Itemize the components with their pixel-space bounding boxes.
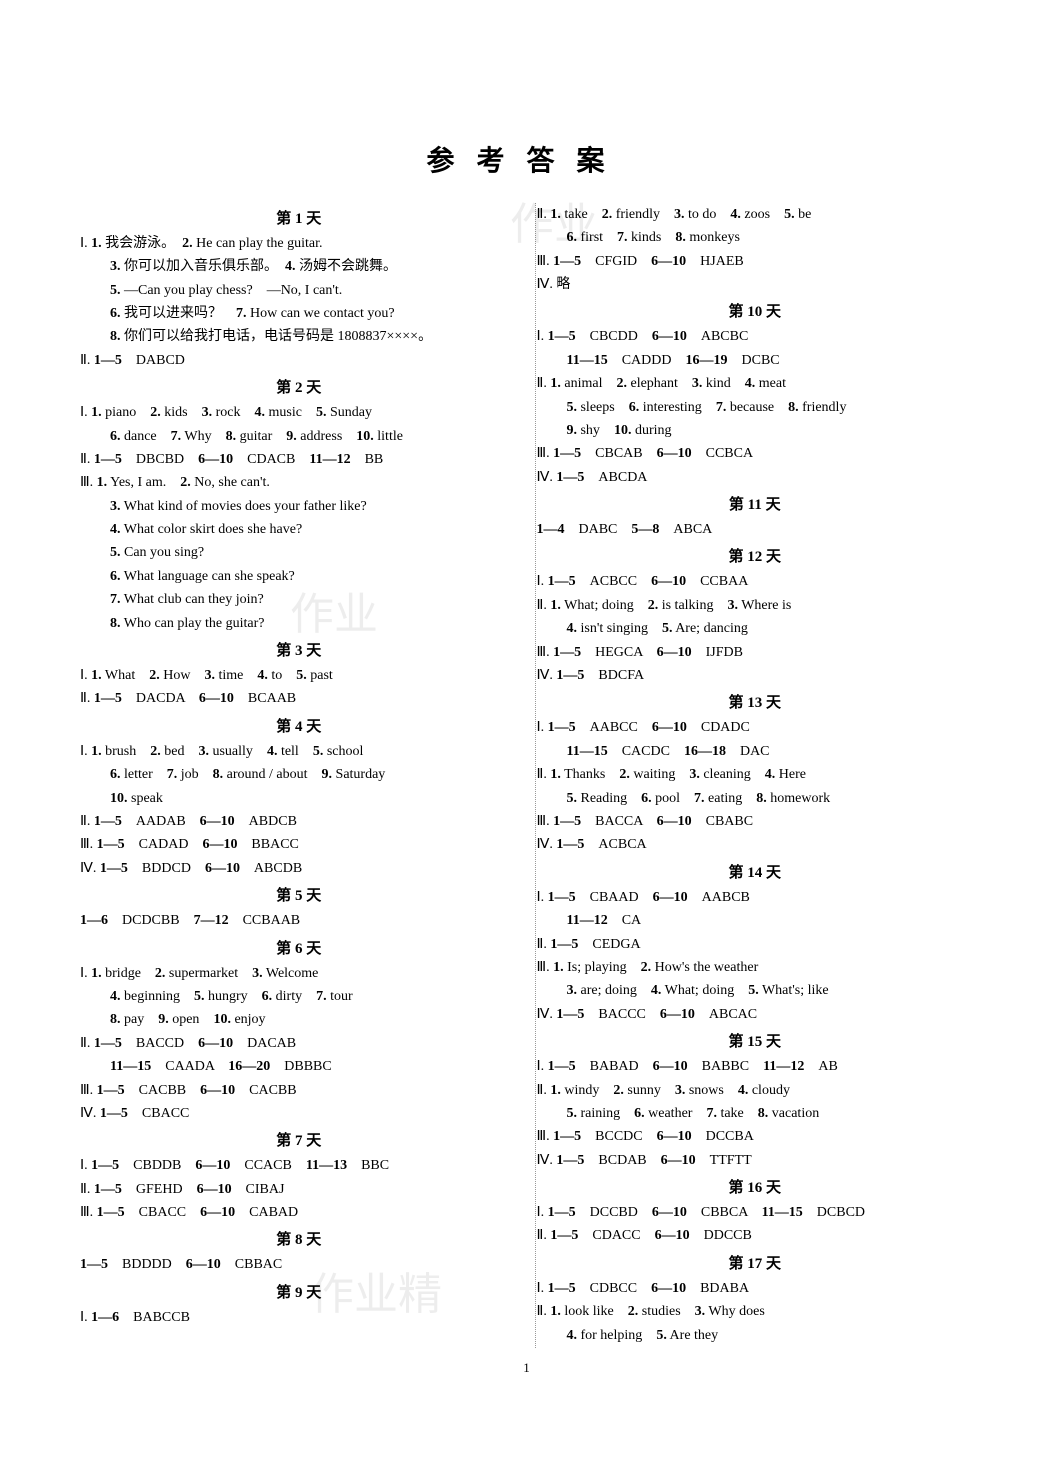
answer-line: Ⅱ. 1—5 CEDGA: [536, 934, 973, 956]
answer-line: 5. Can you sing?: [80, 542, 517, 564]
answer-line: Ⅲ. 1—5 BCCDC 6—10 DCCBA: [536, 1126, 973, 1148]
answer-line: 10. speak: [80, 788, 517, 810]
answer-line: 11—15 CADDD 16—19 DCBC: [536, 350, 973, 372]
answer-line: 8. pay 9. open 10. enjoy: [80, 1009, 517, 1031]
answer-line: Ⅲ. 1—5 BACCA 6—10 CBABC: [536, 811, 973, 833]
answer-line: 7. What club can they join?: [80, 589, 517, 611]
answer-line: Ⅳ. 1—5 CBACC: [80, 1103, 517, 1125]
answer-line: Ⅰ. 1—5 CBDDB 6—10 CCACB 11—13 BBC: [80, 1155, 517, 1177]
day-heading: 第 6 天: [80, 937, 517, 961]
answer-line: 3. 你可以加入音乐俱乐部。 4. 汤姆不会跳舞。: [80, 256, 517, 278]
answer-line: Ⅰ. 1. brush 2. bed 3. usually 4. tell 5.…: [80, 741, 517, 763]
answer-line: 6. first 7. kinds 8. monkeys: [536, 227, 973, 249]
answer-line: Ⅱ. 1. take 2. friendly 3. to do 4. zoos …: [536, 204, 973, 226]
answer-line: 4. isn't singing 5. Are; dancing: [536, 618, 973, 640]
answer-line: Ⅱ. 1. animal 2. elephant 3. kind 4. meat: [536, 373, 973, 395]
answer-line: Ⅰ. 1—5 DCCBD 6—10 CBBCA 11—15 DCBCD: [536, 1202, 973, 1224]
content-columns: 第 1 天Ⅰ. 1. 我会游泳。 2. He can play the guit…: [80, 203, 973, 1348]
answer-line: 6. What language can she speak?: [80, 566, 517, 588]
answer-line: 6. 我可以进来吗？ 7. How can we contact you?: [80, 303, 517, 325]
answer-line: Ⅲ. 1. Is; playing 2. How's the weather: [536, 957, 973, 979]
answer-line: Ⅱ. 1. look like 2. studies 3. Why does: [536, 1301, 973, 1323]
answer-line: 4. for helping 5. Are they: [536, 1325, 973, 1347]
answer-line: Ⅳ. 1—5 BACCC 6—10 ABCAC: [536, 1004, 973, 1026]
answer-line: 8. 你们可以给我打电话，电话号码是 1808837××××。: [80, 326, 517, 348]
answer-line: Ⅲ. 1—5 CBACC 6—10 CABAD: [80, 1202, 517, 1224]
left-column: 第 1 天Ⅰ. 1. 我会游泳。 2. He can play the guit…: [80, 203, 517, 1348]
page-number: 1: [80, 1358, 973, 1379]
day-heading: 第 14 天: [536, 861, 973, 885]
answer-line: Ⅰ. 1. 我会游泳。 2. He can play the guitar.: [80, 233, 517, 255]
day-heading: 第 10 天: [536, 300, 973, 324]
answer-line: Ⅲ. 1—5 HEGCA 6—10 IJFDB: [536, 642, 973, 664]
answer-line: Ⅳ. 1—5 ABCDA: [536, 467, 973, 489]
answer-line: Ⅰ. 1—5 CBAAD 6—10 AABCB: [536, 887, 973, 909]
answer-line: 1—6 DCDCBB 7—12 CCBAAB: [80, 910, 517, 932]
answer-line: 9. shy 10. during: [536, 420, 973, 442]
answer-line: 1—5 BDDDD 6—10 CBBAC: [80, 1254, 517, 1276]
answer-line: 1—4 DABC 5—8 ABCA: [536, 519, 973, 541]
answer-line: Ⅱ. 1. Thanks 2. waiting 3. cleaning 4. H…: [536, 764, 973, 786]
day-heading: 第 9 天: [80, 1281, 517, 1305]
day-heading: 第 8 天: [80, 1228, 517, 1252]
right-column: Ⅱ. 1. take 2. friendly 3. to do 4. zoos …: [535, 203, 973, 1348]
answer-line: Ⅰ. 1—5 AABCC 6—10 CDADC: [536, 717, 973, 739]
answer-line: 4. What color skirt does she have?: [80, 519, 517, 541]
answer-line: 5. Reading 6. pool 7. eating 8. homework: [536, 788, 973, 810]
answer-line: Ⅰ. 1. What 2. How 3. time 4. to 5. past: [80, 665, 517, 687]
answer-line: Ⅱ. 1—5 DACDA 6—10 BCAAB: [80, 688, 517, 710]
answer-line: 6. dance 7. Why 8. guitar 9. address 10.…: [80, 426, 517, 448]
answer-line: Ⅲ. 1—5 CFGID 6—10 HJAEB: [536, 251, 973, 273]
answer-line: Ⅲ. 1—5 CACBB 6—10 CACBB: [80, 1080, 517, 1102]
answer-line: Ⅰ. 1—5 ACBCC 6—10 CCBAA: [536, 571, 973, 593]
answer-line: 5. sleeps 6. interesting 7. because 8. f…: [536, 397, 973, 419]
answer-line: Ⅰ. 1. piano 2. kids 3. rock 4. music 5. …: [80, 402, 517, 424]
answer-line: 4. beginning 5. hungry 6. dirty 7. tour: [80, 986, 517, 1008]
answer-line: Ⅰ. 1—6 BABCCB: [80, 1307, 517, 1329]
day-heading: 第 11 天: [536, 493, 973, 517]
answer-line: 5. —Can you play chess? —No, I can't.: [80, 280, 517, 302]
answer-line: 8. Who can play the guitar?: [80, 613, 517, 635]
answer-line: Ⅱ. 1. windy 2. sunny 3. snows 4. cloudy: [536, 1080, 973, 1102]
answer-line: Ⅲ. 1—5 CADAD 6—10 BBACC: [80, 834, 517, 856]
answer-line: Ⅰ. 1. bridge 2. supermarket 3. Welcome: [80, 963, 517, 985]
day-heading: 第 17 天: [536, 1252, 973, 1276]
answer-line: Ⅱ. 1—5 DBCBD 6—10 CDACB 11—12 BB: [80, 449, 517, 471]
answer-line: Ⅰ. 1—5 CDBCC 6—10 BDABA: [536, 1278, 973, 1300]
answer-line: Ⅳ. 1—5 BDCFA: [536, 665, 973, 687]
answer-line: 11—15 CACDC 16—18 DAC: [536, 741, 973, 763]
day-heading: 第 5 天: [80, 884, 517, 908]
answer-line: Ⅱ. 1—5 AADAB 6—10 ABDCB: [80, 811, 517, 833]
answer-line: Ⅳ. 略: [536, 274, 973, 296]
answer-line: 6. letter 7. job 8. around / about 9. Sa…: [80, 764, 517, 786]
answer-line: Ⅳ. 1—5 BCDAB 6—10 TTFTT: [536, 1150, 973, 1172]
answer-line: Ⅳ. 1—5 BDDCD 6—10 ABCDB: [80, 858, 517, 880]
answer-line: 11—15 CAADA 16—20 DBBBC: [80, 1056, 517, 1078]
answer-line: 3. are; doing 4. What; doing 5. What's; …: [536, 980, 973, 1002]
day-heading: 第 12 天: [536, 545, 973, 569]
day-heading: 第 16 天: [536, 1176, 973, 1200]
day-heading: 第 3 天: [80, 639, 517, 663]
day-heading: 第 7 天: [80, 1129, 517, 1153]
answer-line: 3. What kind of movies does your father …: [80, 496, 517, 518]
page-title: 参考答案: [80, 140, 973, 185]
answer-line: Ⅰ. 1—5 CBCDD 6—10 ABCBC: [536, 326, 973, 348]
answer-line: 5. raining 6. weather 7. take 8. vacatio…: [536, 1103, 973, 1125]
answer-line: Ⅲ. 1. Yes, I am. 2. No, she can't.: [80, 472, 517, 494]
day-heading: 第 1 天: [80, 207, 517, 231]
answer-line: Ⅰ. 1—5 BABAD 6—10 BABBC 11—12 AB: [536, 1056, 973, 1078]
answer-line: Ⅱ. 1—5 GFEHD 6—10 CIBAJ: [80, 1179, 517, 1201]
answer-line: Ⅱ. 1—5 BACCD 6—10 DACAB: [80, 1033, 517, 1055]
answer-line: Ⅱ. 1. What; doing 2. is talking 3. Where…: [536, 595, 973, 617]
day-heading: 第 15 天: [536, 1030, 973, 1054]
day-heading: 第 4 天: [80, 715, 517, 739]
answer-line: Ⅱ. 1—5 DABCD: [80, 350, 517, 372]
answer-line: Ⅳ. 1—5 ACBCA: [536, 834, 973, 856]
day-heading: 第 13 天: [536, 691, 973, 715]
answer-line: 11—12 CA: [536, 910, 973, 932]
answer-line: Ⅱ. 1—5 CDACC 6—10 DDCCB: [536, 1225, 973, 1247]
answer-line: Ⅲ. 1—5 CBCAB 6—10 CCBCA: [536, 443, 973, 465]
day-heading: 第 2 天: [80, 376, 517, 400]
